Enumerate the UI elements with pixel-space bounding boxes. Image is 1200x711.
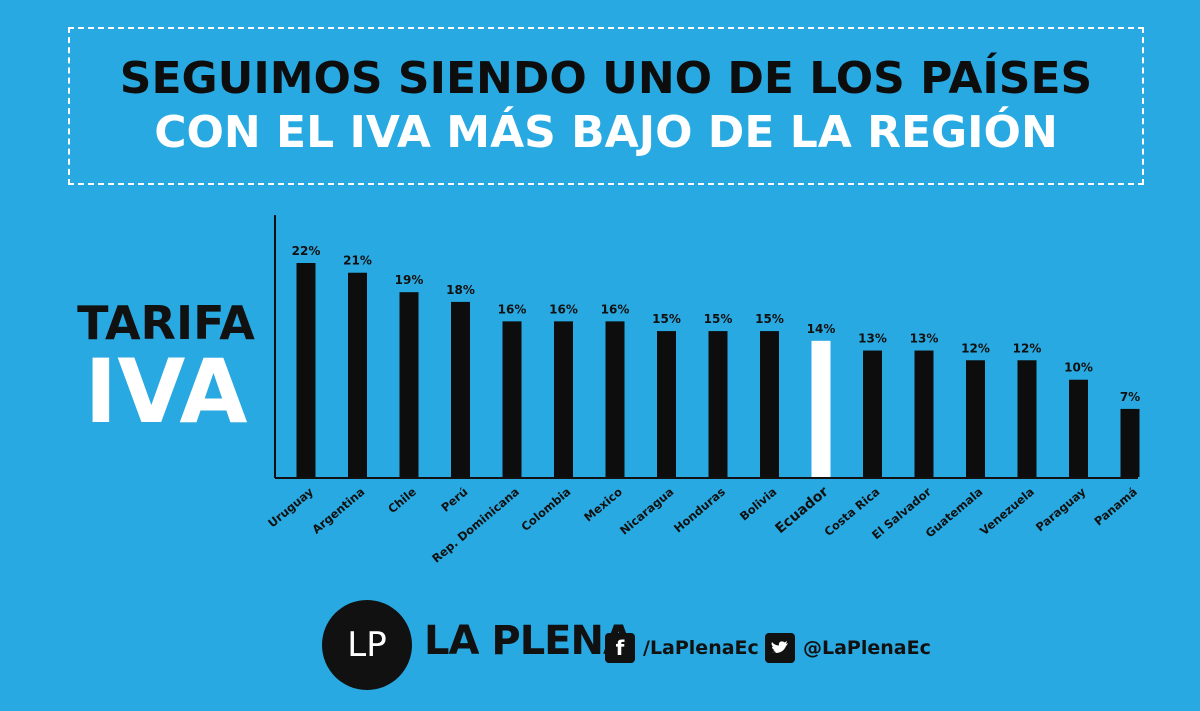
bar-honduras bbox=[708, 331, 728, 477]
category-label: Rep. Dominicana bbox=[429, 485, 522, 566]
bar-paraguay bbox=[1069, 379, 1088, 477]
bar-uruguay bbox=[296, 263, 316, 477]
value-label: 18% bbox=[446, 283, 475, 297]
bar-argentina bbox=[348, 272, 367, 477]
bar-guatemala bbox=[966, 360, 985, 477]
value-label: 12% bbox=[1013, 341, 1042, 355]
bar-chart: 22% Uruguay 21% Argentina 19% Chile 18% Perú 16%… bbox=[265, 215, 1140, 566]
value-label: 13% bbox=[910, 332, 939, 346]
category-label: Venezuela bbox=[977, 485, 1037, 538]
category-label: Chile bbox=[385, 484, 419, 516]
value-label: 16% bbox=[498, 302, 527, 316]
category-label: Bolivia bbox=[737, 485, 780, 524]
facebook-link[interactable]: f /LaPlenaEc bbox=[605, 633, 759, 663]
value-label: 19% bbox=[395, 273, 424, 287]
bar-venezuela bbox=[1017, 360, 1037, 477]
category-label: Perú bbox=[438, 485, 470, 515]
value-label: 14% bbox=[807, 322, 836, 336]
title-line-2: CON EL IVA MÁS BAJO DE LA REGIÓN bbox=[154, 107, 1058, 158]
side-label: TARIFA IVA bbox=[66, 298, 266, 436]
value-label: 21% bbox=[343, 254, 372, 268]
value-label: 16% bbox=[601, 302, 630, 316]
value-label: 7% bbox=[1120, 390, 1140, 404]
brand-name: LA PLENA bbox=[424, 618, 634, 664]
value-label: 22% bbox=[292, 244, 321, 258]
bar-per- bbox=[451, 301, 470, 477]
facebook-icon: f bbox=[605, 633, 635, 663]
category-label: Honduras bbox=[671, 484, 728, 535]
twitter-icon bbox=[765, 633, 795, 663]
category-label: Guatemala bbox=[923, 485, 986, 541]
logo-text: LP bbox=[347, 625, 387, 665]
bar-colombia bbox=[554, 321, 573, 477]
value-label: 13% bbox=[858, 332, 887, 346]
value-label: 12% bbox=[961, 341, 990, 355]
value-label: 10% bbox=[1064, 361, 1093, 375]
bar-mexico bbox=[605, 321, 625, 477]
category-label: Panamá bbox=[1091, 485, 1140, 529]
title-box: SEGUIMOS SIENDO UNO DE LOS PAÍSES CON EL… bbox=[68, 27, 1144, 185]
side-label-iva: IVA bbox=[84, 340, 248, 443]
category-label: Colombia bbox=[518, 485, 573, 534]
bar-ecuador bbox=[811, 340, 831, 477]
logo-badge: LP bbox=[322, 600, 412, 690]
category-label: Nicaragua bbox=[617, 485, 676, 538]
value-label: 15% bbox=[652, 312, 681, 326]
value-label: 15% bbox=[755, 312, 784, 326]
bar-chile bbox=[399, 292, 419, 477]
twitter-link[interactable]: @LaPlenaEc bbox=[765, 633, 931, 663]
value-label: 15% bbox=[704, 312, 733, 326]
category-label: Argentina bbox=[309, 485, 367, 537]
bar-nicaragua bbox=[657, 331, 676, 477]
footer: LP LA PLENA f /LaPlenaEc @LaPlenaEc bbox=[0, 600, 1200, 690]
bar-el-salvador bbox=[914, 350, 934, 477]
bar-panam- bbox=[1120, 408, 1140, 477]
bar-bolivia bbox=[760, 331, 779, 477]
category-label: Paraguay bbox=[1033, 484, 1089, 534]
bar-rep-dominicana bbox=[502, 321, 522, 477]
side-label-tarifa: TARIFA bbox=[77, 296, 255, 350]
twitter-handle: @LaPlenaEc bbox=[803, 637, 931, 659]
bar-costa-rica bbox=[863, 350, 882, 477]
title-line-1: SEGUIMOS SIENDO UNO DE LOS PAÍSES bbox=[119, 53, 1093, 104]
value-label: 16% bbox=[549, 302, 578, 316]
category-label: Uruguay bbox=[265, 484, 316, 530]
category-label: Mexico bbox=[581, 485, 625, 525]
facebook-handle: /LaPlenaEc bbox=[643, 637, 759, 659]
